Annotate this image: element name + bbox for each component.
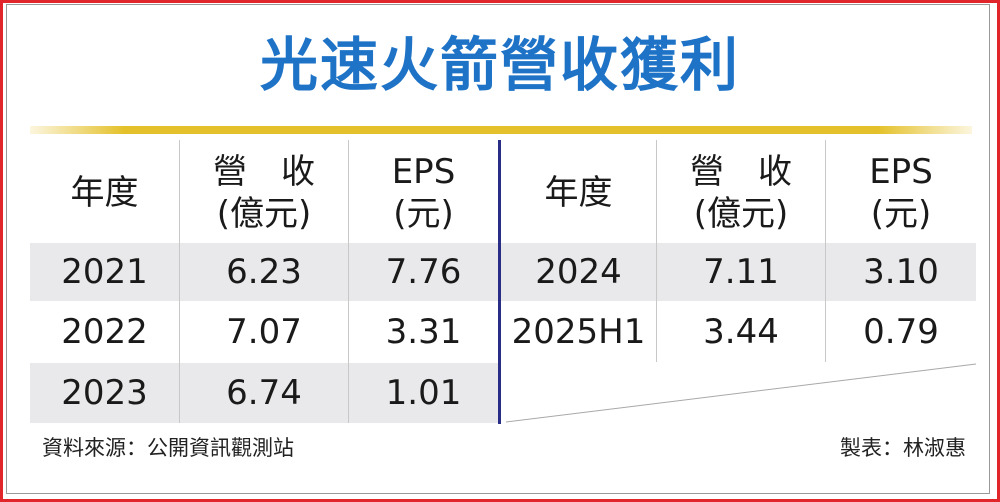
cell-revenue: 7.07 (226, 312, 302, 352)
cell-year: 2021 (61, 252, 148, 292)
band-left-2021 (30, 243, 500, 301)
inner-frame (6, 4, 990, 494)
cell-revenue: 6.74 (226, 373, 302, 413)
col-divider (656, 140, 657, 362)
cell-eps: 3.31 (385, 312, 462, 352)
header-revenue-unit: (億元) (216, 194, 312, 234)
cell-eps: 1.01 (385, 373, 462, 413)
header-eps-right: EPS (元) (826, 148, 976, 238)
header-eps-unit: (元) (393, 194, 454, 234)
cell-revenue: 3.44 (703, 312, 779, 352)
header-eps-unit: (元) (870, 194, 932, 234)
band-right-2024 (500, 243, 976, 301)
cell-year: 2022 (61, 312, 148, 352)
col-divider (348, 140, 349, 423)
header-year-right: 年度 (544, 173, 613, 213)
header-revenue-right: 營 收 (億元) (657, 148, 825, 238)
cell-revenue: 6.23 (226, 252, 302, 292)
header-revenue-label: 營 收 (213, 152, 315, 192)
source-note: 資料來源：公開資訊觀測站 (42, 436, 294, 460)
credit-note: 製表：林淑惠 (840, 436, 966, 460)
empty-cell-diagonal (505, 363, 977, 423)
cell-eps: 3.10 (863, 252, 939, 292)
page-title: 光速火箭營收獲利 (259, 31, 740, 99)
header-revenue-left: 營 收 (億元) (180, 148, 348, 238)
header-eps-left: EPS (元) (349, 148, 498, 238)
col-divider (179, 140, 180, 423)
cell-year: 2023 (61, 373, 148, 413)
header-revenue-label: 營 收 (690, 152, 792, 192)
header-eps-label: EPS (391, 152, 456, 192)
header-eps-label: EPS (869, 152, 933, 192)
cell-eps: 0.79 (863, 312, 939, 352)
cell-revenue: 7.11 (703, 252, 779, 292)
gold-rule (30, 126, 972, 134)
header-revenue-unit: (億元) (693, 194, 789, 234)
band-left-2023 (30, 363, 500, 423)
col-divider (825, 140, 826, 362)
cell-year: 2024 (535, 252, 622, 292)
header-year-left: 年度 (70, 173, 139, 213)
table-divider (498, 140, 501, 424)
cell-year: 2025H1 (511, 312, 646, 352)
cell-eps: 7.76 (385, 252, 462, 292)
